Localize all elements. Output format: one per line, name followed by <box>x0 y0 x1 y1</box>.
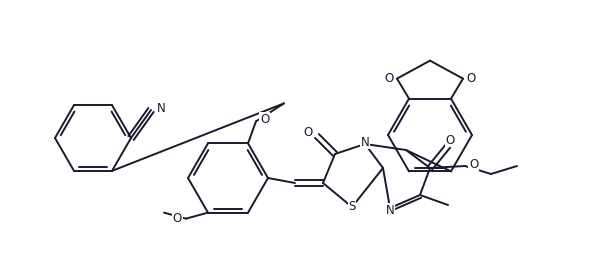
Text: N: N <box>360 135 369 149</box>
Text: O: O <box>173 212 182 225</box>
Text: O: O <box>304 125 313 138</box>
Text: O: O <box>466 72 475 85</box>
Text: O: O <box>385 72 394 85</box>
Text: N: N <box>157 102 166 115</box>
Text: N: N <box>386 203 395 216</box>
Text: O: O <box>260 113 269 126</box>
Text: O: O <box>445 134 455 147</box>
Text: O: O <box>469 157 478 170</box>
Text: S: S <box>348 200 356 214</box>
